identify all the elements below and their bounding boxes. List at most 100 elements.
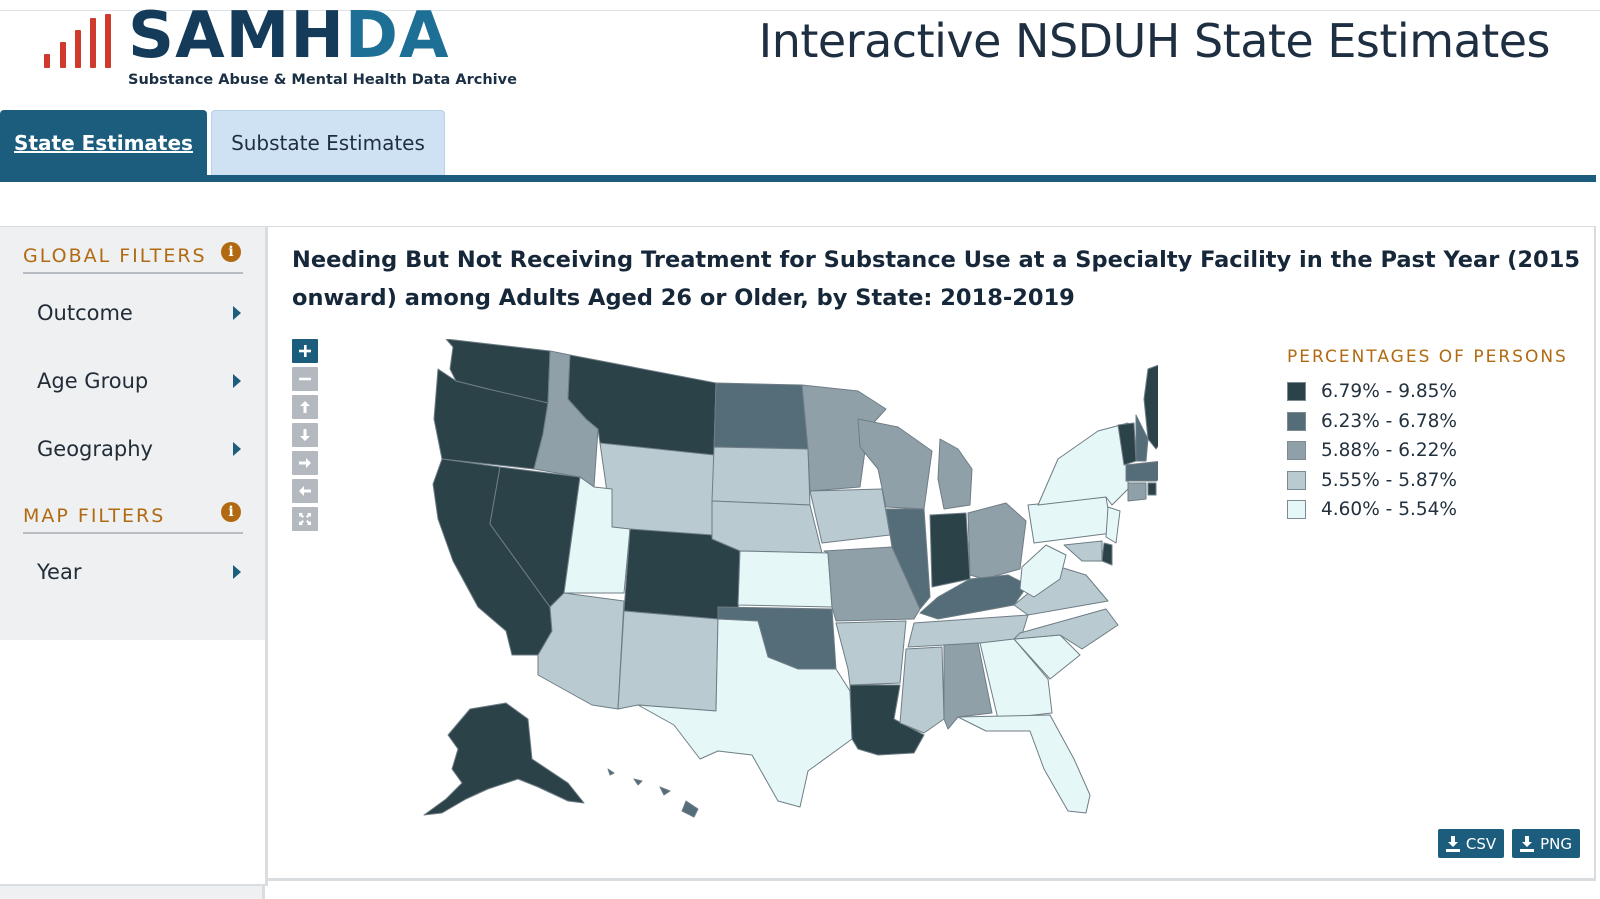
filter-outcome[interactable]: Outcome <box>37 293 243 333</box>
state-louisiana <box>849 684 925 756</box>
legend-swatch <box>1287 441 1306 461</box>
legend-label: 5.55% - 5.87% <box>1321 469 1457 491</box>
state-minnesota <box>801 384 887 492</box>
app-title: Interactive NSDUH State Estimates <box>758 14 1551 68</box>
us-choropleth-map[interactable] <box>338 339 1158 829</box>
legend-swatch <box>1287 470 1306 490</box>
legend-label: 6.79% - 9.85% <box>1321 381 1457 403</box>
map-panel: Needing But Not Receiving Treatment for … <box>268 226 1596 881</box>
state-nebraska <box>711 500 823 554</box>
caret-right-icon <box>233 565 241 579</box>
download-buttons: CSV PNG <box>1437 829 1580 858</box>
tab-substate-estimates[interactable]: Substate Estimates <box>211 110 445 175</box>
filters-panel: GLOBAL FILTERS i Outcome Age Group Geogr… <box>0 227 265 640</box>
state-rhode-island <box>1147 482 1157 496</box>
download-png-label: PNG <box>1540 834 1572 853</box>
legend-label: 6.23% - 6.78% <box>1321 410 1457 432</box>
state-maine <box>1143 364 1158 450</box>
global-filters-heading: GLOBAL FILTERS i <box>23 232 243 274</box>
top-rule <box>0 0 1600 11</box>
state-kentucky <box>919 574 1029 620</box>
state-west-virginia <box>1019 544 1067 598</box>
map-navigation-controls <box>292 339 318 535</box>
state-illinois <box>885 508 931 610</box>
map-filters-heading: MAP FILTERS i <box>23 492 243 534</box>
map-title: Needing But Not Receiving Treatment for … <box>292 247 1581 311</box>
state-indiana <box>929 512 971 588</box>
filter-age-group[interactable]: Age Group <box>37 361 243 401</box>
map-legend: PERCENTAGES OF PERSONS 6.79% - 9.85% 6.2… <box>1287 347 1587 525</box>
state-kansas <box>737 550 833 608</box>
pan-down-icon[interactable] <box>292 423 318 447</box>
sidebar: GLOBAL FILTERS i Outcome Age Group Geogr… <box>0 226 268 886</box>
state-new-hampshire <box>1135 414 1149 462</box>
legend-item[interactable]: 5.88% - 6.22% <box>1287 436 1587 466</box>
next-section-edge <box>0 884 265 899</box>
state-connecticut <box>1127 482 1147 502</box>
legend-item[interactable]: 6.79% - 9.85% <box>1287 377 1587 407</box>
state-new-york <box>1037 422 1129 506</box>
legend-swatch <box>1287 500 1306 520</box>
filter-year[interactable]: Year <box>37 552 243 592</box>
legend-swatch <box>1287 411 1306 431</box>
fit-extent-icon[interactable] <box>292 507 318 531</box>
state-arkansas <box>835 620 907 686</box>
state-alaska <box>423 702 585 816</box>
info-icon[interactable]: i <box>221 242 241 262</box>
info-icon[interactable]: i <box>221 502 241 522</box>
caret-right-icon <box>233 374 241 388</box>
global-filters-label: GLOBAL FILTERS <box>23 245 207 267</box>
state-delaware <box>1101 542 1113 566</box>
caret-right-icon <box>233 442 241 456</box>
state-georgia <box>979 638 1053 720</box>
state-florida <box>957 714 1091 814</box>
filter-age-group-label: Age Group <box>37 369 149 393</box>
download-csv-label: CSV <box>1465 834 1497 853</box>
state-ohio <box>967 502 1027 580</box>
legend-item[interactable]: 4.60% - 5.54% <box>1287 495 1587 525</box>
legend-label: 5.88% - 6.22% <box>1321 440 1457 462</box>
legend-item[interactable]: 5.55% - 5.87% <box>1287 466 1587 496</box>
download-csv-button[interactable]: CSV <box>1437 829 1505 858</box>
map-filters-label: MAP FILTERS <box>23 505 166 527</box>
legend-swatch <box>1287 382 1306 402</box>
logo-bars-icon <box>44 14 120 68</box>
logo-subtitle: Substance Abuse & Mental Health Data Arc… <box>128 72 517 88</box>
samhda-logo[interactable]: SAMHDA Substance Abuse & Mental Health D… <box>44 0 517 96</box>
state-hawaii <box>607 768 699 818</box>
state-new-jersey <box>1105 506 1121 544</box>
download-icon <box>1520 835 1535 852</box>
download-icon <box>1445 835 1460 852</box>
filter-outcome-label: Outcome <box>37 301 133 325</box>
state-mississippi <box>899 646 945 734</box>
state-michigan <box>937 438 973 510</box>
download-png-button[interactable]: PNG <box>1512 829 1580 858</box>
state-iowa <box>809 488 891 544</box>
state-massachusetts <box>1125 460 1158 482</box>
filter-geography-label: Geography <box>37 437 153 461</box>
logo-wordmark: SAMHDA <box>128 0 450 73</box>
pan-left-icon[interactable] <box>292 479 318 503</box>
zoom-in-icon[interactable] <box>292 339 318 363</box>
tab-state-estimates[interactable]: State Estimates <box>0 110 207 175</box>
state-texas <box>637 618 853 808</box>
state-north-dakota <box>713 382 809 450</box>
legend-item[interactable]: 6.23% - 6.78% <box>1287 407 1587 437</box>
state-wisconsin <box>857 418 933 510</box>
state-south-dakota <box>711 446 811 506</box>
state-wyoming <box>599 442 715 540</box>
state-north-carolina <box>1013 608 1119 650</box>
pan-right-icon[interactable] <box>292 451 318 475</box>
zoom-out-icon[interactable] <box>292 367 318 391</box>
legend-title: PERCENTAGES OF PERSONS <box>1287 347 1568 367</box>
pan-up-icon[interactable] <box>292 395 318 419</box>
state-arizona <box>537 592 625 710</box>
tab-rule <box>0 175 1596 182</box>
caret-right-icon <box>233 306 241 320</box>
state-utah <box>563 476 631 594</box>
filter-geography[interactable]: Geography <box>37 429 243 469</box>
state-new-mexico <box>617 610 719 712</box>
state-maryland <box>1063 540 1103 562</box>
filter-year-label: Year <box>37 560 82 584</box>
legend-label: 4.60% - 5.54% <box>1321 499 1457 521</box>
